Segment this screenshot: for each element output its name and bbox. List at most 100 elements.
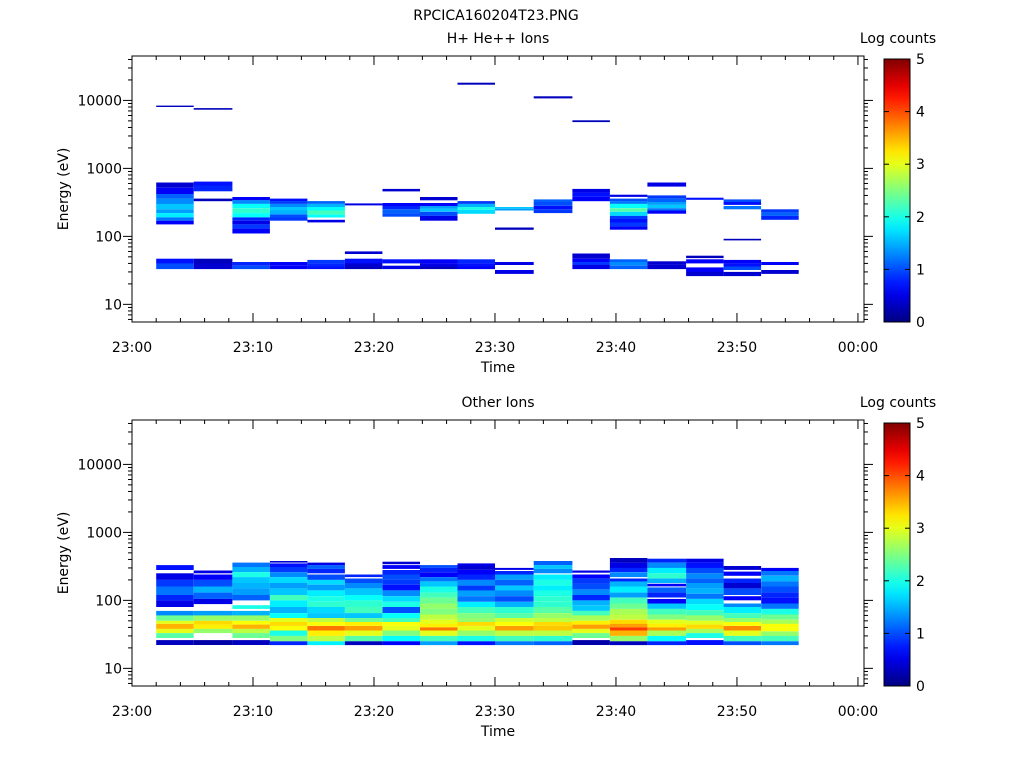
heatmap-cell [156, 565, 194, 570]
heatmap-cell [533, 590, 573, 597]
heatmap-cell [609, 597, 648, 604]
heatmap-cell [609, 635, 648, 642]
heatmap-cell [609, 572, 648, 578]
heatmap-cell [609, 630, 648, 636]
panel-2: Other Ions Time Energy (eV) 23:00 23:10 23:20… [56, 395, 936, 740]
heatmap-cell [193, 258, 233, 264]
heatmap-cell [232, 595, 270, 601]
y-tick-label: 1000 [86, 161, 122, 177]
heatmap-cell [457, 570, 495, 575]
colorbar-tick-label: 3 [916, 157, 925, 173]
heatmap-cell [420, 603, 458, 609]
heatmap-cell [420, 592, 458, 598]
heatmap-cell [572, 633, 610, 638]
heatmap-cell [686, 255, 724, 259]
heatmap-cell [761, 575, 799, 582]
colorbar [884, 59, 910, 322]
heatmap-cell [232, 220, 270, 225]
heatmap-cell [533, 635, 573, 642]
heatmap-cell [572, 615, 610, 621]
heatmap-cell [495, 607, 534, 614]
x-tick-label: 23:00 [112, 340, 152, 356]
heatmap-cell [457, 263, 495, 267]
heatmap-cell [344, 618, 383, 622]
heatmap-cell [723, 566, 762, 570]
heatmap-cell [723, 199, 762, 202]
heatmap-cell [232, 583, 270, 589]
heatmap-cell [647, 573, 687, 579]
heatmap-cell [156, 628, 194, 634]
heatmap-cell [307, 214, 345, 218]
panel-1: H+ He++ Ions Time Energy (eV) 23:00 23:10 23:… [56, 31, 936, 376]
x-tick-label: 23:40 [596, 340, 636, 356]
heatmap-cell [609, 619, 648, 624]
heatmap-cell [307, 210, 345, 215]
colorbar-tick-label: 2 [916, 210, 925, 226]
heatmap-cell [156, 620, 194, 624]
heatmap-cell [269, 635, 308, 642]
heatmap-cell [647, 598, 687, 604]
heatmap-cell [495, 635, 534, 642]
heatmap-cell [761, 567, 799, 571]
heatmap-cell [156, 105, 194, 107]
heatmap-cell [420, 211, 458, 216]
heatmap-cell [156, 633, 194, 638]
heatmap-cell [647, 264, 687, 270]
heatmap-cell [457, 203, 495, 207]
heatmap-cell [344, 613, 383, 618]
heatmap-cell [723, 238, 762, 241]
heatmap-cell [495, 613, 534, 618]
heatmap-cell [232, 200, 270, 204]
heatmap-cell [269, 630, 308, 636]
panel-title: H+ He++ Ions [447, 31, 550, 47]
heatmap-cell [420, 197, 458, 201]
heatmap-cell [647, 578, 687, 584]
x-tick-label: 23:30 [475, 340, 515, 356]
heatmap-cell [382, 206, 420, 210]
heatmap-cell [609, 262, 648, 266]
heatmap-cell [382, 188, 420, 192]
heatmap-cell [232, 265, 270, 270]
heatmap-cell [269, 572, 308, 578]
colorbar-tick-label: 4 [916, 105, 925, 121]
heatmap-cell [723, 266, 762, 270]
heatmap-cell [457, 626, 495, 631]
heatmap-cell [269, 561, 308, 563]
heatmap-cell [723, 571, 762, 576]
heatmap-cell [156, 203, 194, 210]
heatmap-cell [572, 589, 610, 595]
heatmap-cell [420, 623, 458, 628]
heatmap-cell [533, 630, 573, 636]
heatmap-cell [495, 601, 534, 607]
heatmap-cell [609, 265, 648, 270]
heatmap-cell [572, 570, 610, 573]
heatmap-cell [193, 615, 233, 621]
heatmap-cell [609, 194, 648, 197]
y-tick-label: 10000 [77, 457, 122, 473]
colorbar-frame [883, 58, 911, 323]
heatmap-cell [761, 270, 799, 274]
colorbar-tick-label: 1 [916, 262, 925, 278]
heatmap-cell [420, 215, 458, 221]
heatmap-cell [269, 214, 308, 218]
heatmap-cell [382, 641, 420, 646]
heatmap-cell [420, 259, 458, 264]
heatmap-cell [686, 604, 724, 610]
heatmap-cell [344, 595, 383, 601]
heatmap-cell [156, 213, 194, 218]
heatmap-cell [533, 202, 573, 206]
heatmap-cell [533, 585, 573, 591]
heatmap-cell [232, 640, 270, 645]
heatmap-cell [723, 596, 762, 601]
x-tick-label: 00:00 [838, 340, 878, 356]
heatmap-cell [533, 96, 573, 99]
heatmap-cell [572, 188, 610, 193]
heatmap-cell [457, 266, 495, 270]
heatmap-cell [686, 567, 724, 574]
heatmap-cell [533, 613, 573, 618]
x-tick-label: 00:00 [838, 704, 878, 720]
heatmap-cell [572, 264, 610, 270]
heatmap-cell [457, 635, 495, 642]
heatmap-cell [761, 619, 799, 624]
heatmap-cell [723, 635, 762, 642]
